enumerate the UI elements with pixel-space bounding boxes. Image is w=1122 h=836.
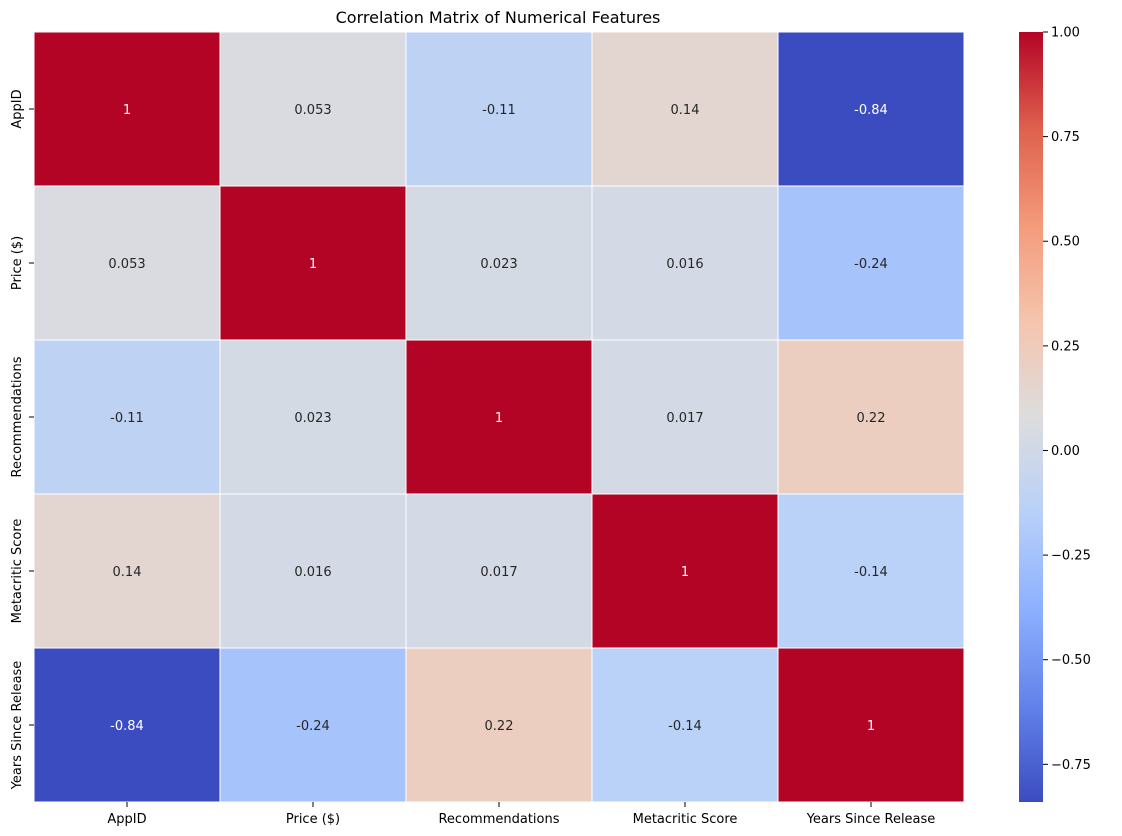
cell-annotation: 0.22 [485, 719, 514, 734]
cell-annotation: -0.84 [854, 103, 888, 118]
heatmap-cell [219, 493, 407, 649]
heatmap-annotations: 1 0.053 -0.11 0.14 -0.84 0.053 1 0.023 0.016 -0.2… [108, 103, 887, 734]
heatmap-cell [33, 647, 221, 803]
cell-annotation: -0.11 [482, 103, 516, 118]
cell-annotation: -0.11 [110, 411, 144, 426]
heatmap-cell [219, 31, 407, 187]
colorbar: 1.00 0.75 0.50 0.25 0.00 −0.25 −0.50 −0.75 [1019, 26, 1091, 802]
cell-annotation: 0.14 [113, 565, 142, 580]
cell-annotation: 0.14 [671, 103, 700, 118]
heatmap-cell [405, 339, 593, 495]
heatmap-cell [405, 647, 593, 803]
cell-annotation: -0.14 [668, 719, 702, 734]
y-tick-label: Recommendations [10, 356, 25, 477]
heatmap-cell [777, 493, 965, 649]
cell-annotation: 0.053 [294, 103, 331, 118]
colorbar-tick-label: −0.50 [1051, 653, 1091, 668]
x-tick-label: Years Since Release [806, 812, 936, 827]
cell-annotation: 0.053 [108, 257, 145, 272]
heatmap-cell [591, 31, 779, 187]
heatmap-cell [33, 185, 221, 341]
y-tick-label: Price ($) [10, 236, 25, 290]
cell-annotation: 0.023 [294, 411, 331, 426]
cell-annotation: 0.017 [480, 565, 517, 580]
cell-annotation: 1 [867, 719, 875, 734]
cell-annotation: 1 [681, 565, 689, 580]
x-axis: AppID Price ($) Recommendations Metacritic … [107, 802, 935, 827]
cell-annotation: -0.24 [854, 257, 888, 272]
colorbar-tick-label: −0.75 [1051, 758, 1091, 773]
cell-annotation: -0.24 [296, 719, 330, 734]
heatmap-cell [405, 493, 593, 649]
colorbar-tick-label: 0.25 [1051, 339, 1080, 354]
x-tick-label: Price ($) [286, 812, 340, 827]
colorbar-gradient [1019, 32, 1043, 802]
x-tick-label: AppID [107, 812, 146, 827]
heatmap-cell [777, 31, 965, 187]
colorbar-tick-label: 0.50 [1051, 235, 1080, 250]
colorbar-tick-label: −0.25 [1051, 549, 1091, 564]
cell-annotation: 1 [123, 103, 131, 118]
heatmap-cells [33, 31, 965, 803]
heatmap-cell [591, 493, 779, 649]
heatmap-cell [405, 31, 593, 187]
colorbar-tick-label: 0.75 [1051, 130, 1080, 145]
cell-annotation: 0.22 [857, 411, 886, 426]
x-tick-label: Recommendations [438, 812, 559, 827]
colorbar-tick-label: 1.00 [1051, 26, 1080, 41]
colorbar-tick-label: 0.00 [1051, 444, 1080, 459]
cell-annotation: 1 [309, 257, 317, 272]
cell-annotation: 0.017 [666, 411, 703, 426]
cell-annotation: 0.016 [666, 257, 703, 272]
y-tick-label: AppID [10, 89, 25, 128]
heatmap-cell [777, 185, 965, 341]
cell-annotation: -0.14 [854, 565, 888, 580]
cell-annotation: -0.84 [110, 719, 144, 734]
y-tick-label: Years Since Release [10, 661, 25, 791]
cell-annotation: 1 [495, 411, 503, 426]
x-tick-label: Metacritic Score [633, 812, 738, 827]
cell-annotation: 0.023 [480, 257, 517, 272]
heatmap-cell [219, 647, 407, 803]
chart-title: Correlation Matrix of Numerical Features [336, 8, 661, 27]
y-tick-label: Metacritic Score [10, 519, 25, 624]
heatmap-cell [777, 339, 965, 495]
heatmap-cell [219, 185, 407, 341]
heatmap-cell [33, 31, 221, 187]
heatmap-cell [219, 339, 407, 495]
y-axis: AppID Price ($) Recommendations Metacritic … [10, 89, 34, 790]
heatmap-cell [777, 647, 965, 803]
cell-annotation: 0.016 [294, 565, 331, 580]
heatmap-cell [405, 185, 593, 341]
heatmap-cell [591, 339, 779, 495]
